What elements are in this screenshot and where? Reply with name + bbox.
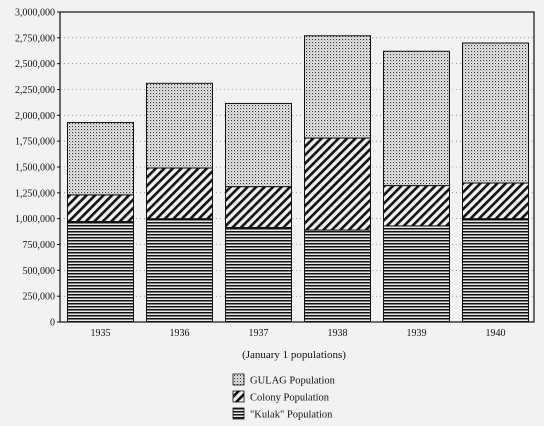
y-tick-label: 1,250,000 (15, 188, 55, 199)
y-tick-label: 1,500,000 (15, 163, 55, 174)
legend-swatch (232, 373, 245, 386)
y-tick-label: 500,000 (23, 266, 56, 277)
x-axis-tick-labels: 1935 1936 1937 1938 1939 1940 (91, 328, 506, 339)
y-tick-label: 2,000,000 (15, 111, 55, 122)
gridlines (60, 37, 534, 297)
x-axis-label: (January 1 populations) (242, 349, 346, 361)
x-tick-label: 1935 (91, 328, 111, 339)
y-tick-label: 1,000,000 (15, 214, 55, 225)
bar-segment (304, 137, 371, 231)
bar-segment (462, 42, 529, 184)
legend-entry: "Kulak" Population (250, 410, 333, 421)
y-tick-label: 2,500,000 (15, 59, 55, 70)
y-tick-label: 750,000 (23, 240, 56, 251)
x-tick-label: 1938 (328, 328, 348, 339)
legend-entry: GULAG Population (250, 376, 336, 387)
y-tick-label: 3,000,000 (15, 8, 55, 19)
x-tick-label: 1939 (407, 328, 427, 339)
bar-segment (304, 229, 371, 323)
legend: GULAG Population Colony Population "Kulak"… (232, 373, 336, 421)
legend-swatch (232, 390, 245, 403)
bar-segment (383, 185, 450, 227)
bar-segment (225, 226, 292, 323)
bar-segment (67, 194, 134, 222)
y-tick-label: 0 (50, 318, 55, 329)
bar-segment (146, 82, 213, 169)
y-tick-label: 1,750,000 (15, 137, 55, 148)
bar-segment (383, 225, 450, 323)
bar-segment (67, 122, 134, 196)
bar-segment (146, 167, 213, 220)
y-tick-label: 2,750,000 (15, 33, 55, 44)
bar-segment (225, 186, 292, 228)
bar-segment (462, 182, 529, 220)
bar-segment (383, 50, 450, 187)
x-tick-label: 1936 (170, 328, 190, 339)
y-axis-tick-labels: 0 250,000 500,000 750,000 1,000,000 1,250,000… (15, 8, 60, 329)
legend-entry: Colony Population (250, 393, 330, 404)
legend-swatch (232, 407, 245, 420)
bar-segment (462, 218, 529, 323)
y-tick-label: 250,000 (23, 292, 56, 303)
x-tick-label: 1937 (249, 328, 269, 339)
bar-segment (67, 220, 134, 323)
bar-segment (146, 218, 213, 323)
y-tick-label: 2,250,000 (15, 85, 55, 96)
bar-segment (225, 102, 292, 188)
bar-segment (304, 35, 371, 139)
x-tick-label: 1940 (486, 328, 506, 339)
bars (67, 35, 529, 323)
